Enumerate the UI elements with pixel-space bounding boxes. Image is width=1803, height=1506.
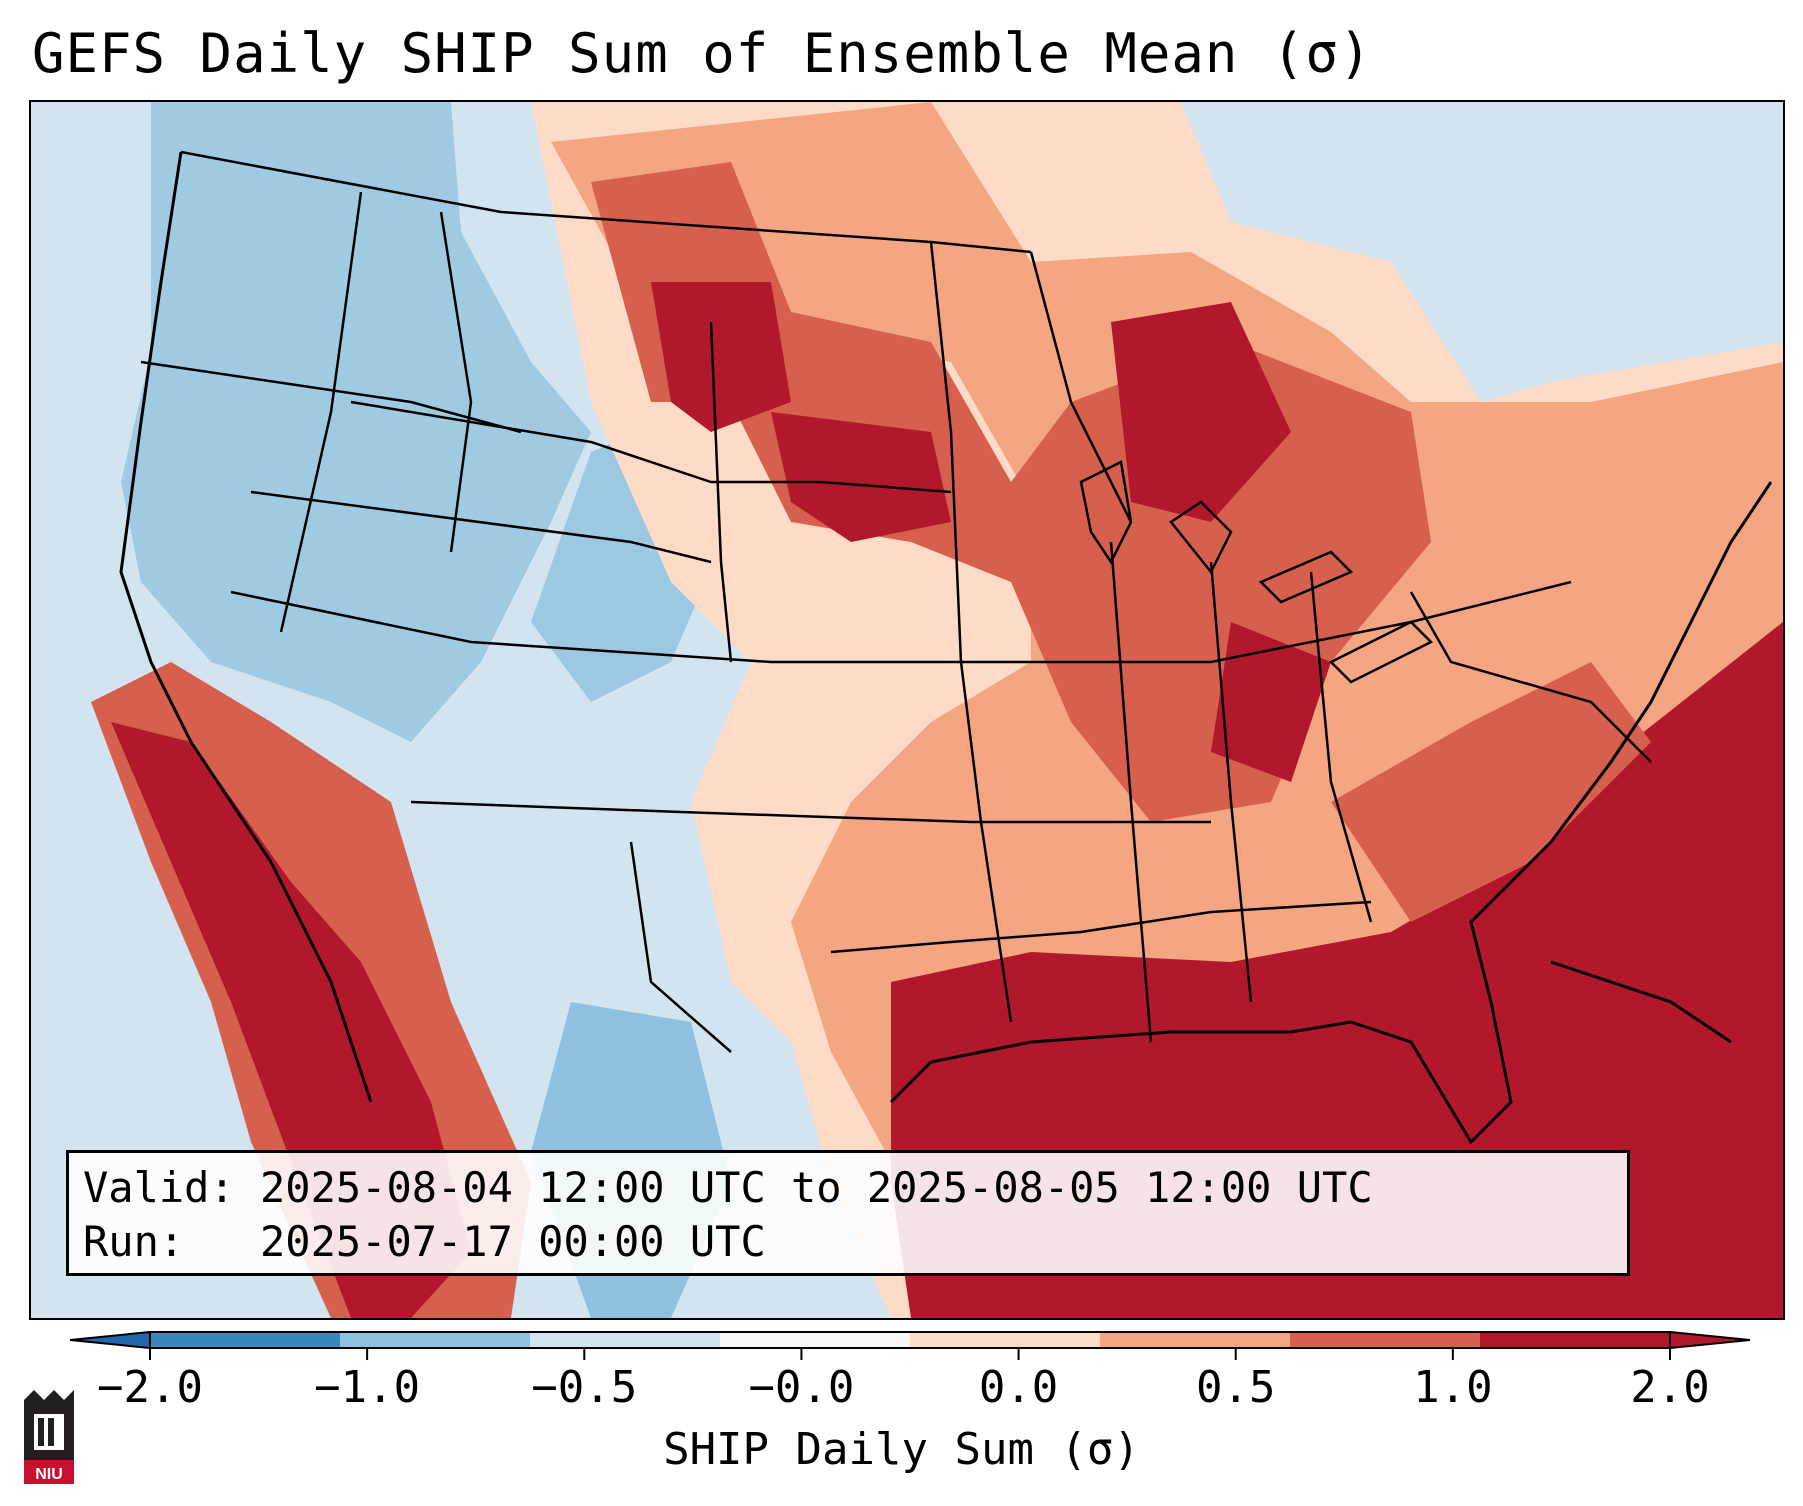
southeast-positive-region [1331, 662, 1651, 922]
colorbar-ticks [149, 1348, 1671, 1360]
niu-logo-text: NIU [35, 1466, 63, 1483]
peak-positive-north [651, 282, 1331, 782]
colorbar-segment [1290, 1332, 1480, 1348]
ship-anomaly-map [31, 102, 1783, 1318]
colorbar-segment [530, 1332, 720, 1348]
valid-row: Valid: 2025-08-04 12:00 UTC to 2025-08-0… [83, 1161, 1613, 1215]
map-panel [29, 100, 1785, 1320]
colorbar [70, 1330, 1750, 1360]
colorbar-over-arrow [1669, 1330, 1750, 1350]
run-value: 2025-07-17 00:00 UTC [260, 1217, 766, 1266]
colorbar-under-arrow [70, 1330, 151, 1350]
colorbar-tick-label: 0.0 [978, 1362, 1059, 1413]
colorbar-segment [1100, 1332, 1290, 1348]
run-label: Run: [83, 1217, 185, 1266]
colorbar-tick-label: −0.0 [748, 1362, 855, 1413]
colorbar-tick-label: −2.0 [97, 1362, 203, 1413]
colorbar-segment [150, 1332, 340, 1348]
colorbar-segment [340, 1332, 530, 1348]
great-lakes-outline [1079, 460, 1434, 684]
strong-positive-north [591, 162, 1431, 822]
colorbar-tick-label: 0.5 [1195, 1362, 1276, 1413]
run-row: Run: 2025-07-17 00:00 UTC [83, 1215, 1613, 1269]
valid-label: Valid: [83, 1163, 235, 1212]
valid-run-info-box: Valid: 2025-08-04 12:00 UTC to 2025-08-0… [66, 1150, 1630, 1276]
colorbar-tick-label: 1.0 [1413, 1362, 1493, 1413]
nw-negative-region [121, 102, 591, 742]
chart-title: GEFS Daily SHIP Sum of Ensemble Mean (σ) [32, 22, 1373, 85]
valid-value: 2025-08-04 12:00 UTC to 2025-08-05 12:00… [260, 1163, 1373, 1212]
colorbar-axis-label: SHIP Daily Sum (σ) [663, 1424, 1140, 1475]
colorbar-tick-label: −1.0 [314, 1362, 421, 1413]
coastlines [119, 151, 1773, 1145]
colorbar-segment [720, 1332, 910, 1348]
colorbar-segment [910, 1332, 1100, 1348]
gulf-atlantic-positive-peak [891, 622, 1783, 1318]
colorbar-segment [1480, 1332, 1670, 1348]
colorbar-segments [149, 1331, 1671, 1349]
colorbar-tick-label: −0.5 [531, 1362, 638, 1413]
niu-logo: NIU [24, 1390, 74, 1484]
colorbar-tick-label: 2.0 [1630, 1362, 1710, 1413]
state-borders [140, 150, 1652, 1053]
